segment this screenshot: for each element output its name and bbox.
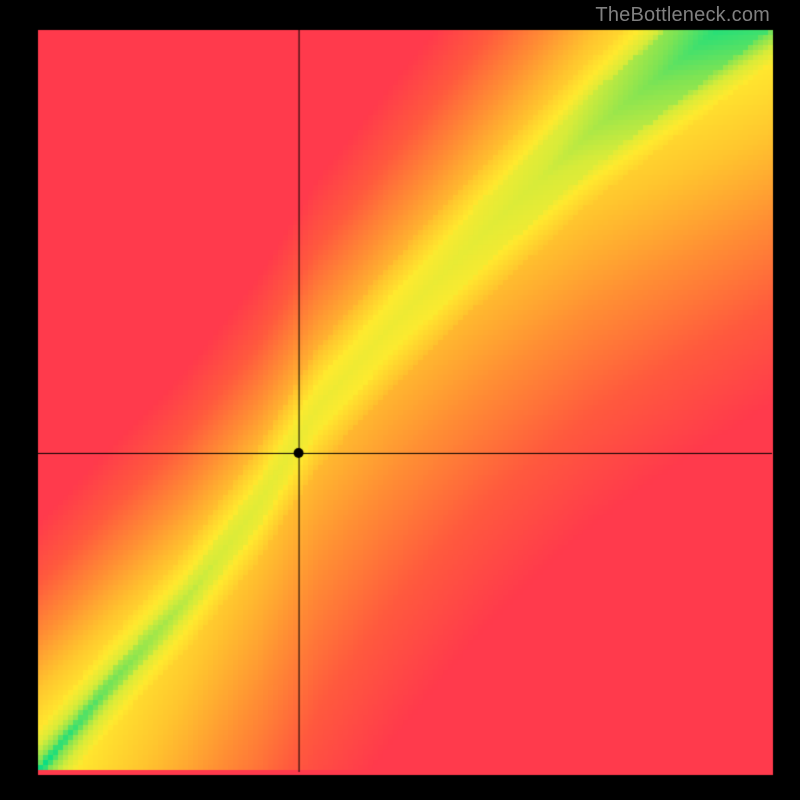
chart-container: { "watermark": "TheBottleneck.com", "can…: [0, 0, 800, 800]
bottleneck-heatmap: [0, 0, 800, 800]
watermark-text: TheBottleneck.com: [595, 4, 770, 27]
